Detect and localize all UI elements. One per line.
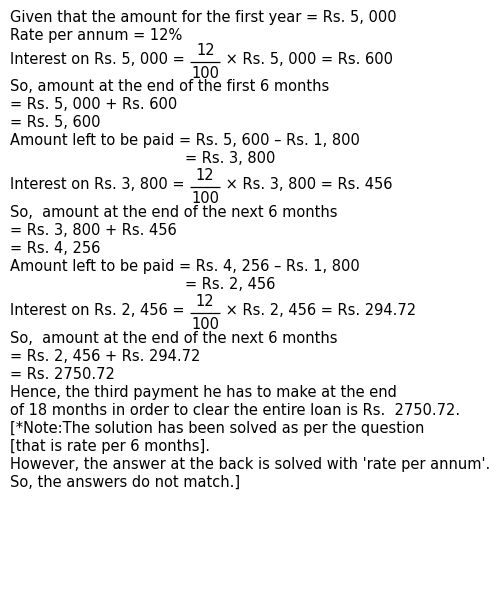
Text: Interest on Rs. 3, 800 =: Interest on Rs. 3, 800 = (10, 177, 189, 192)
Text: = Rs. 3, 800 + Rs. 456: = Rs. 3, 800 + Rs. 456 (10, 223, 177, 238)
Text: 100: 100 (191, 66, 219, 81)
Text: Interest on Rs. 2, 456 =: Interest on Rs. 2, 456 = (10, 303, 189, 318)
Text: = Rs. 5, 000 + Rs. 600: = Rs. 5, 000 + Rs. 600 (10, 97, 177, 112)
Text: 100: 100 (191, 191, 219, 206)
Text: So,  amount at the end of the next 6 months: So, amount at the end of the next 6 mont… (10, 205, 337, 220)
Text: = Rs. 2750.72: = Rs. 2750.72 (10, 367, 115, 382)
Text: Amount left to be paid = Rs. 4, 256 – Rs. 1, 800: Amount left to be paid = Rs. 4, 256 – Rs… (10, 259, 360, 274)
Text: = Rs. 4, 256: = Rs. 4, 256 (10, 241, 100, 256)
Text: × Rs. 3, 800 = Rs. 456: × Rs. 3, 800 = Rs. 456 (221, 177, 393, 192)
Text: = Rs. 3, 800: = Rs. 3, 800 (185, 151, 275, 166)
Text: So,  amount at the end of the next 6 months: So, amount at the end of the next 6 mont… (10, 331, 337, 346)
Text: Given that the amount for the first year = Rs. 5, 000: Given that the amount for the first year… (10, 10, 397, 25)
Text: However, the answer at the back is solved with 'rate per annum'.: However, the answer at the back is solve… (10, 457, 490, 472)
Text: Interest on Rs. 5, 000 =: Interest on Rs. 5, 000 = (10, 52, 189, 67)
Text: of 18 months in order to clear the entire loan is Rs.  2750.72.: of 18 months in order to clear the entir… (10, 403, 460, 418)
Text: 12: 12 (196, 43, 215, 58)
Text: Rate per annum = 12%: Rate per annum = 12% (10, 28, 182, 43)
Text: = Rs. 5, 600: = Rs. 5, 600 (10, 115, 100, 130)
Text: Hence, the third payment he has to make at the end: Hence, the third payment he has to make … (10, 385, 397, 400)
Text: × Rs. 2, 456 = Rs. 294.72: × Rs. 2, 456 = Rs. 294.72 (221, 303, 416, 318)
Text: × Rs. 5, 000 = Rs. 600: × Rs. 5, 000 = Rs. 600 (221, 52, 393, 67)
Text: 12: 12 (196, 294, 214, 309)
Text: 100: 100 (191, 317, 219, 332)
Text: So, amount at the end of the first 6 months: So, amount at the end of the first 6 mon… (10, 79, 329, 94)
Text: 12: 12 (196, 168, 214, 183)
Text: So, the answers do not match.]: So, the answers do not match.] (10, 475, 240, 490)
Text: = Rs. 2, 456: = Rs. 2, 456 (185, 277, 275, 292)
Text: Amount left to be paid = Rs. 5, 600 – Rs. 1, 800: Amount left to be paid = Rs. 5, 600 – Rs… (10, 133, 360, 148)
Text: = Rs. 2, 456 + Rs. 294.72: = Rs. 2, 456 + Rs. 294.72 (10, 349, 200, 364)
Text: [that is rate per 6 months].: [that is rate per 6 months]. (10, 439, 210, 454)
Text: [*Note:The solution has been solved as per the question: [*Note:The solution has been solved as p… (10, 421, 424, 436)
